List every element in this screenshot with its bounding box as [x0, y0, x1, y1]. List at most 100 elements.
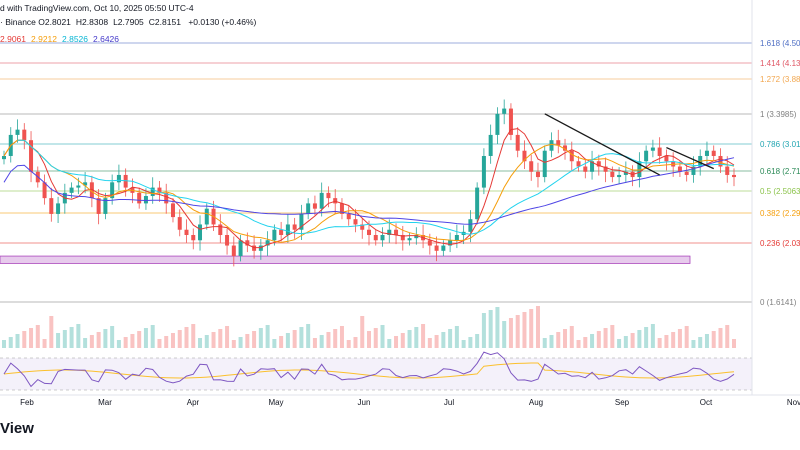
- volume-bar-80: [542, 338, 547, 348]
- candle-body-29: [198, 224, 203, 241]
- ohlc-legend: · Binance O2.8021 H2.8308 L2.7905 C2.8151 +…: [0, 17, 256, 27]
- volume-bar-55: [373, 328, 378, 348]
- candle-body-105: [711, 150, 716, 156]
- volume-bar-42: [285, 333, 290, 348]
- volume-bar-0: [2, 340, 6, 348]
- volume-bar-89: [603, 328, 608, 348]
- candle-body-73: [495, 113, 500, 135]
- x-tick-4: Jun: [358, 398, 371, 407]
- volume-bar-46: [312, 338, 317, 348]
- volume-bar-47: [319, 335, 324, 348]
- volume-bar-36: [245, 334, 250, 348]
- volume-bar-57: [387, 339, 392, 348]
- publish-caption: d with TradingView.com, Oct 10, 2025 05:…: [0, 3, 194, 13]
- candle-body-26: [177, 217, 182, 230]
- volume-bar-3: [22, 331, 27, 348]
- x-tick-5: Jul: [444, 398, 454, 407]
- candle-body-2: [15, 129, 20, 135]
- volume-bar-71: [481, 313, 486, 348]
- volume-bar-68: [461, 340, 466, 348]
- fib-label-0: 1.618 (4.50: [760, 39, 800, 48]
- candle-body-23: [157, 187, 162, 193]
- candle-body-12: [83, 182, 88, 186]
- candle-body-44: [299, 213, 304, 230]
- candle-body-34: [231, 245, 236, 257]
- candle-body-78: [529, 161, 534, 172]
- candle-body-76: [515, 134, 520, 151]
- candle-body-24: [164, 192, 169, 204]
- volume-bar-107: [725, 325, 730, 348]
- fib-label-3: 1 (3.3985): [760, 110, 797, 119]
- volume-bar-4: [29, 328, 34, 348]
- fib-label-6: 0.5 (2.5063: [760, 187, 800, 196]
- candle-body-77: [522, 150, 527, 162]
- candle-body-32: [218, 224, 223, 236]
- volume-bar-79: [535, 306, 540, 348]
- candle-body-41: [279, 229, 284, 236]
- volume-bar-16: [110, 326, 115, 348]
- volume-bar-18: [123, 337, 128, 348]
- volume-bar-7: [49, 316, 54, 348]
- volume-bar-84: [569, 326, 574, 348]
- volume-bar-108: [732, 339, 736, 348]
- candle-body-47: [319, 192, 324, 209]
- volume-bar-17: [116, 340, 121, 348]
- volume-bar-45: [306, 324, 311, 348]
- candle-body-69: [468, 219, 473, 232]
- volume-bar-54: [367, 331, 371, 348]
- volume-bar-27: [184, 327, 189, 348]
- volume-bar-6: [42, 339, 47, 348]
- ma-long-line: [3, 157, 735, 225]
- candle-body-30: [204, 208, 209, 225]
- candle-body-99: [671, 161, 676, 167]
- candle-body-49: [333, 198, 338, 204]
- ma-slow-line: [17, 139, 735, 235]
- candle-body-7: [49, 198, 54, 214]
- volume-bar-10: [69, 327, 74, 348]
- volume-bar-87: [590, 334, 595, 348]
- volume-bar-30: [204, 335, 209, 348]
- volume-bar-34: [231, 340, 236, 348]
- candle-body-56: [380, 235, 385, 241]
- volume-bar-24: [164, 336, 169, 348]
- candle-body-65: [441, 245, 446, 251]
- volume-bar-63: [427, 338, 432, 348]
- volume-bar-91: [617, 339, 622, 348]
- candle-body-82: [556, 140, 561, 146]
- candle-body-83: [563, 145, 568, 151]
- candle-body-43: [292, 224, 297, 230]
- candle-body-15: [103, 198, 108, 214]
- candle-body-38: [258, 245, 263, 251]
- volume-bar-61: [414, 327, 419, 348]
- candle-body-106: [718, 155, 723, 167]
- candle-body-90: [610, 171, 615, 178]
- volume-bar-51: [346, 340, 351, 348]
- volume-bar-88: [596, 331, 601, 348]
- ma-fast-line: [3, 128, 735, 249]
- ohlc-l: L2.7905: [113, 17, 144, 27]
- volume-bar-75: [508, 318, 513, 348]
- volume-bar-86: [583, 337, 588, 348]
- x-tick-2: Apr: [187, 398, 200, 407]
- candle-body-71: [481, 155, 486, 188]
- ma-legend: 2.9061 2.9212 2.8526 2.6426: [0, 34, 124, 44]
- candle-body-74: [502, 108, 507, 114]
- volume-bar-103: [698, 337, 703, 348]
- candle-body-28: [191, 235, 196, 241]
- volume-bar-49: [333, 329, 338, 348]
- volume-bar-73: [495, 307, 500, 348]
- candle-body-84: [569, 150, 574, 162]
- candle-body-103: [698, 155, 703, 167]
- volume-bar-104: [704, 334, 709, 348]
- volume-bar-21: [143, 328, 148, 348]
- fib-label-1: 1.414 (4.13: [760, 59, 800, 68]
- candle-body-19: [130, 187, 135, 193]
- volume-bar-15: [103, 329, 108, 348]
- candle-body-27: [184, 229, 189, 236]
- x-tick-1: Mar: [98, 398, 112, 407]
- candle-body-33: [225, 235, 230, 246]
- ohlc-o: O2.8021: [38, 17, 71, 27]
- volume-bar-39: [265, 325, 270, 348]
- candle-body-46: [312, 203, 317, 209]
